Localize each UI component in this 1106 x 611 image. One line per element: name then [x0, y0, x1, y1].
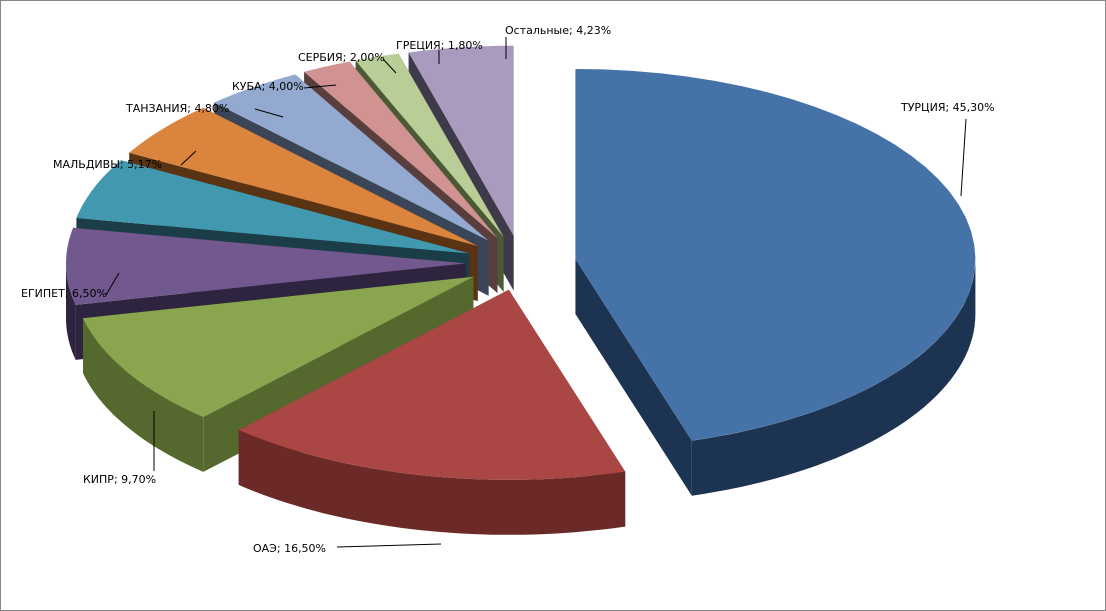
data-label-serbia: СЕРБИЯ; 2,00% — [298, 51, 385, 64]
pie-slice-wall-оаэ — [238, 429, 626, 535]
pie-slice-египет — [66, 227, 466, 305]
leader-line-турция — [960, 118, 967, 197]
leader-line-оаэ — [336, 543, 442, 548]
pie-slice-куба — [214, 74, 489, 241]
data-label-egypt: ЕГИПЕТ; 6,50% — [21, 287, 107, 300]
pie-slice-wall-кипр — [83, 318, 204, 472]
data-label-maldives: МАЛЬДИВЫ; 5,17% — [53, 158, 163, 171]
data-label-cuba: КУБА; 4,00% — [232, 80, 304, 93]
data-label-turkey: ТУРЦИЯ; 45,30% — [901, 101, 995, 114]
leader-line-мальдивы — [180, 150, 197, 166]
pie-slice-турция — [575, 69, 976, 441]
pie-slice-остальные — [408, 45, 514, 236]
pie-slice-кипр — [83, 276, 474, 417]
pie-slice-side-турция — [575, 259, 692, 496]
pie-slice-wall-турция — [691, 259, 976, 496]
pie-slice-мальдивы — [76, 160, 470, 254]
data-label-tanzania: ТАНЗАНИЯ; 4,80% — [126, 102, 230, 115]
data-label-greece: ГРЕЦИЯ; 1,80% — [396, 39, 483, 52]
data-label-others: Остальные; 4,23% — [505, 24, 612, 37]
pie-slice-танзания — [129, 107, 478, 246]
leader-line-танзания — [254, 108, 284, 118]
data-label-cyprus: КИПР; 9,70% — [83, 473, 157, 486]
pie-slice-греция — [355, 53, 504, 237]
data-label-uae: ОАЭ; 16,50% — [253, 542, 327, 555]
leader-line-куба — [303, 84, 337, 89]
pie-slice-сербия — [304, 61, 498, 239]
pie-slice-оаэ — [238, 289, 626, 480]
pie-slice-wall-египет — [66, 263, 76, 360]
leader-line-сербия — [382, 58, 397, 74]
leader-line-египет — [105, 272, 120, 296]
